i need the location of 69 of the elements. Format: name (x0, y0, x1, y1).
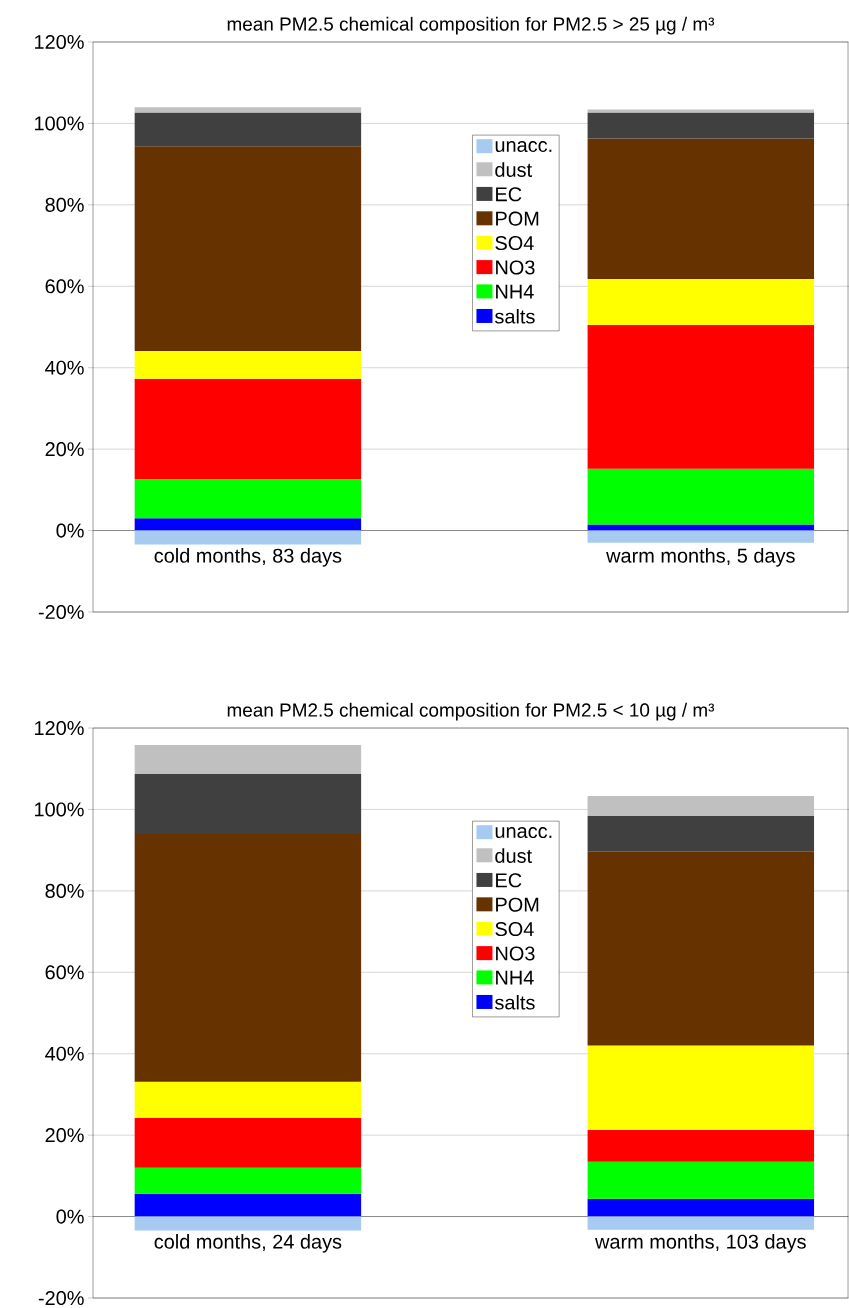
bar (134, 1193, 362, 1217)
y-tick-label: 60% (45, 279, 84, 294)
bar (587, 1161, 815, 1199)
legend-label: NO3 (496, 946, 535, 961)
legend-label: NH4 (496, 970, 534, 985)
bar (134, 107, 362, 113)
bar (587, 796, 815, 816)
bar (587, 851, 815, 1046)
y-tick-label: -20% (38, 1290, 84, 1306)
legend-label: dust (495, 162, 532, 177)
y-tick-label: 80% (45, 197, 84, 212)
bar (134, 478, 362, 519)
bar (134, 530, 362, 545)
y-tick-label: 120% (35, 34, 84, 50)
x-tick-label: warm months, 103 days (595, 1234, 806, 1253)
y-tick-label: 100% (35, 116, 84, 131)
y-tick-label: 100% (35, 802, 84, 817)
chart-title: mean PM2.5 chemical composition for PM2.5 > 25 µg / m³ (227, 16, 715, 35)
legend-label: dust (495, 848, 532, 863)
bar (587, 278, 815, 325)
bar (587, 138, 815, 279)
bar (134, 745, 362, 775)
y-tick-label: -20% (38, 604, 84, 620)
bar (134, 146, 362, 352)
legend-label: NH4 (496, 284, 534, 299)
y-tick-label: 40% (45, 1046, 84, 1061)
y-tick-label: 0% (56, 523, 84, 538)
bar (134, 1081, 362, 1118)
x-tick-label: warm months, 5 days (606, 548, 795, 567)
legend-label: salts (495, 995, 535, 1010)
bar (134, 1117, 362, 1168)
y-tick-label: 20% (45, 1128, 84, 1143)
bar (134, 518, 362, 531)
legend-label: POM (496, 897, 539, 912)
bar (587, 1198, 815, 1217)
bar (134, 351, 362, 379)
bar (134, 1167, 362, 1194)
chart-title: mean PM2.5 chemical composition for PM2.5 < 10 µg / m³ (227, 702, 715, 721)
y-tick-label: 60% (45, 965, 84, 980)
bar (587, 530, 815, 543)
legend-label: EC (496, 873, 522, 888)
legend-label: salts (495, 308, 535, 324)
legend-label: POM (496, 211, 539, 226)
legend-label: SO4 (495, 922, 534, 937)
x-tick-label: cold months, 24 days (154, 1234, 342, 1253)
legend-label: NO3 (496, 260, 535, 275)
bar (587, 1216, 815, 1230)
bar (134, 378, 362, 479)
legend-label: SO4 (495, 236, 534, 251)
y-tick-label: 0% (56, 1209, 84, 1224)
y-tick-label: 80% (45, 883, 84, 898)
bar (134, 833, 362, 1082)
y-tick-label: 40% (45, 360, 84, 375)
bar (134, 112, 362, 147)
y-tick-label: 120% (35, 720, 84, 736)
bar (587, 1045, 815, 1130)
bar (587, 468, 815, 525)
bar (587, 112, 815, 139)
bar (587, 524, 815, 531)
legend-label: EC (496, 187, 522, 202)
legend-label: unacc. (495, 141, 552, 153)
legend-label: unacc. (495, 827, 552, 839)
y-tick-label: 20% (45, 442, 84, 457)
bar (587, 815, 815, 852)
bar (587, 1129, 815, 1162)
bar (587, 324, 815, 469)
bar (134, 774, 362, 834)
x-tick-label: cold months, 83 days (154, 548, 342, 567)
bar (134, 1216, 362, 1231)
